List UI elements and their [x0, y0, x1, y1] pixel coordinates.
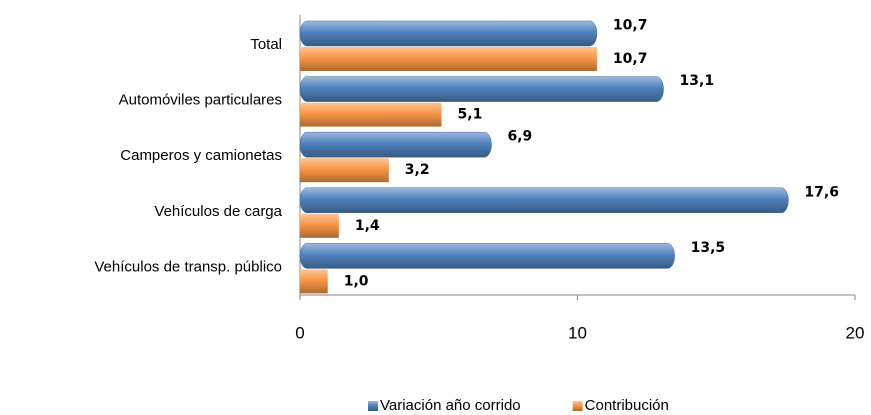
legend-swatch [572, 401, 583, 411]
bar [300, 102, 442, 127]
bar [299, 131, 492, 158]
legend-label: Contribución [585, 397, 669, 414]
y-tick-label: Automóviles particulares [119, 92, 282, 109]
data-label: 17,6 [804, 184, 839, 200]
data-label: 10,7 [613, 18, 648, 34]
x-tick-label: 10 [568, 323, 587, 342]
data-label: 13,5 [691, 240, 726, 256]
bar [300, 47, 597, 71]
bar [300, 213, 339, 238]
y-tick-label: Total [250, 36, 282, 53]
data-label: 3,2 [405, 162, 430, 178]
bar [299, 243, 675, 269]
bar [299, 187, 789, 214]
legend-label: Variación año corrido [380, 397, 521, 414]
y-tick-label: Vehículos de carga [154, 203, 282, 220]
data-label: 6,9 [507, 129, 532, 145]
data-label: 10,7 [613, 51, 648, 67]
data-label: 13,1 [680, 73, 715, 89]
bar [300, 269, 328, 294]
x-tick-label: 0 [295, 323, 304, 342]
bar [299, 20, 598, 47]
data-label: 1,0 [344, 273, 369, 289]
legend-swatch [368, 401, 378, 411]
y-tick-label: Vehículos de transp. público [94, 258, 282, 275]
y-tick-label: Camperos y camionetas [120, 147, 282, 164]
data-label: 1,4 [355, 218, 380, 234]
x-tick-label: 20 [846, 323, 865, 342]
bar [299, 76, 664, 102]
bar [300, 158, 389, 183]
data-label: 5,1 [458, 107, 483, 123]
